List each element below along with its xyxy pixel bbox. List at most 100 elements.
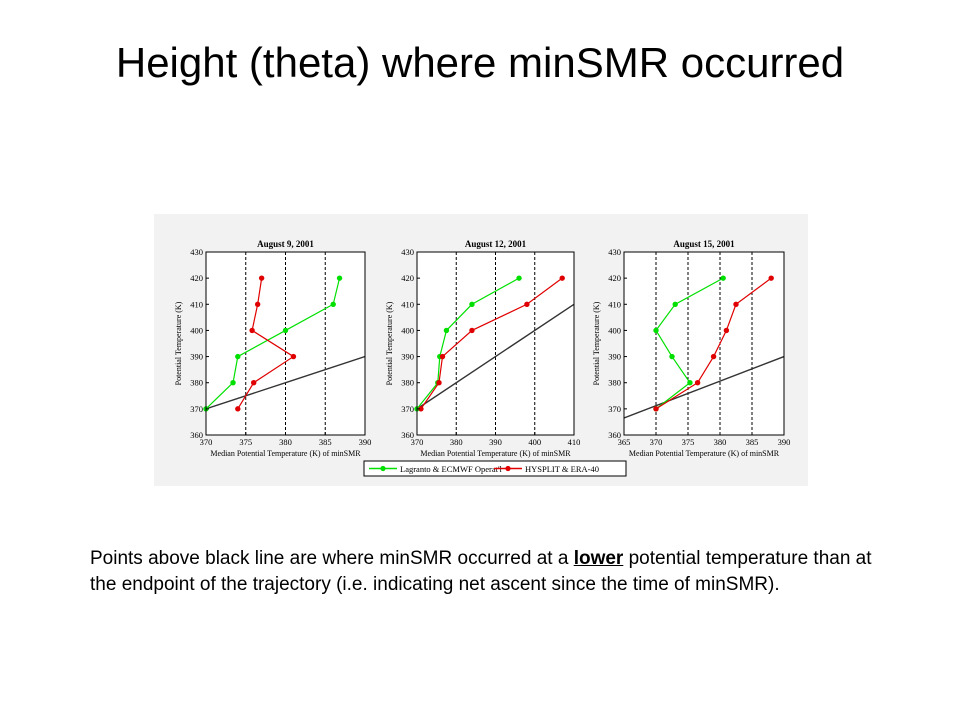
charts-group: 370 375 380 385 390360370380390400410420430A… xyxy=(174,239,790,458)
y-axis-label: Potential Temperature (K) xyxy=(174,301,183,385)
y-tick-label: 430 xyxy=(190,247,203,257)
legend: Lagranto & ECMWF Operat'l HYSPLIT & ERA-… xyxy=(363,460,627,477)
data-point-hysplit xyxy=(251,380,257,386)
y-tick-label: 380 xyxy=(608,378,621,388)
legend-marker-hysplit xyxy=(505,465,511,472)
figure-panel: 370 375 380 385 390360370380390400410420430A… xyxy=(154,214,808,486)
data-point-hysplit xyxy=(290,353,297,360)
caption-text-end: potential temperature than at the endpoi… xyxy=(90,548,872,595)
x-tick-label: 390 xyxy=(489,437,502,447)
data-point-hysplit xyxy=(254,301,261,307)
caption-text-start: Points above black line are where minSMR… xyxy=(90,548,574,569)
y-axis-label: Potential Temperature (K) xyxy=(385,301,394,385)
reference-line xyxy=(206,355,365,410)
legend-marker-lagranto xyxy=(380,465,386,472)
y-tick-label: 360 xyxy=(608,430,621,440)
x-tick-label: 410 xyxy=(568,437,581,447)
y-tick-label: 410 xyxy=(190,299,203,309)
y-tick-label: 420 xyxy=(401,273,414,283)
slide-title: Height (theta) where minSMR occurred xyxy=(115,39,845,86)
data-point-hysplit xyxy=(710,353,717,360)
data-point-lagranto xyxy=(330,301,336,307)
y-axis-label: Potential Temperature (K) xyxy=(592,301,601,385)
data-point-hysplit xyxy=(469,327,475,334)
x-tick-label: 380 xyxy=(714,437,727,447)
x-tick-label: 365 xyxy=(618,437,631,447)
plot-area xyxy=(624,252,784,435)
x-tick-label: 385 xyxy=(319,437,332,447)
chart-1: 370 375 380 385 390360370380390400410420430A… xyxy=(174,239,371,458)
series-line-hysplit xyxy=(420,277,563,410)
y-tick-label: 400 xyxy=(190,325,203,335)
reference-line xyxy=(624,355,784,419)
data-point-hysplit xyxy=(653,406,659,412)
y-tick-label: 390 xyxy=(608,352,621,362)
x-tick-label: 380 xyxy=(450,437,463,447)
caption-emphasis: lower xyxy=(573,548,624,569)
chart-title: August 9, 2001 xyxy=(257,239,314,249)
x-tick-label: 375 xyxy=(239,437,252,447)
data-point-hysplit xyxy=(436,380,442,386)
x-axis-label: Median Potential Temperature (K) of minS… xyxy=(420,449,571,458)
data-point-lagranto xyxy=(720,275,726,281)
data-point-hysplit xyxy=(559,275,565,281)
chart-title: August 12, 2001 xyxy=(465,239,527,249)
data-point-hysplit xyxy=(258,275,265,281)
data-point-lagranto xyxy=(516,275,522,281)
y-tick-label: 430 xyxy=(401,247,414,257)
y-tick-label: 370 xyxy=(401,404,414,414)
data-point-lagranto xyxy=(653,327,659,334)
y-tick-label: 410 xyxy=(401,299,414,309)
x-tick-label: 400 xyxy=(528,437,541,447)
x-tick-label: 390 xyxy=(359,437,372,447)
chart-3: 365 370 375 380 385 390 360 370 380 390 400 410 420 4… xyxy=(592,239,790,458)
data-point-hysplit xyxy=(694,380,701,386)
data-point-lagranto xyxy=(443,327,450,334)
series-line-hysplit xyxy=(655,277,772,410)
data-point-hysplit xyxy=(249,327,255,334)
data-point-lagranto xyxy=(687,380,693,386)
series-line-lagranto xyxy=(417,277,520,410)
y-tick-label: 380 xyxy=(401,378,414,388)
caption: Points above black line are where minSMR… xyxy=(90,546,880,598)
x-axis-label: Median Potential Temperature (K) of minS… xyxy=(629,449,780,458)
data-point-hysplit xyxy=(733,301,739,307)
data-point-hysplit xyxy=(418,406,424,412)
y-tick-label: 370 xyxy=(190,404,203,414)
axes-frame xyxy=(623,251,785,436)
x-tick-label: 370 xyxy=(650,437,663,447)
data-point-hysplit xyxy=(524,301,530,307)
x-tick-label: 390 xyxy=(778,437,791,447)
data-point-hysplit xyxy=(439,353,446,360)
legend-label-hysplit: HYSPLIT & ERA-40 xyxy=(525,464,599,474)
data-point-lagranto xyxy=(282,327,289,334)
y-tick-label: 400 xyxy=(401,325,414,335)
data-point-lagranto xyxy=(669,353,675,360)
series-line-lagranto xyxy=(206,278,341,410)
data-point-hysplit xyxy=(768,275,774,281)
x-axis-label: Median Potential Temperature (K) of minS… xyxy=(210,449,361,458)
series-line-hysplit xyxy=(237,278,295,410)
data-point-lagranto xyxy=(672,301,678,307)
y-tick-label: 380 xyxy=(190,378,203,388)
series-line-lagranto xyxy=(655,277,724,410)
y-tick-label: 370 xyxy=(608,404,621,414)
y-tick-label: 360 xyxy=(401,430,414,440)
x-tick-label: 380 xyxy=(279,437,292,447)
x-tick-label: 370 xyxy=(200,437,213,447)
chart-title: August 15, 2001 xyxy=(673,239,735,249)
legend-label-lagranto: Lagranto & ECMWF Operat'l xyxy=(400,464,502,474)
chart-2: 370 380 390 400 410360370380390400410420430A… xyxy=(385,239,580,458)
y-tick-label: 390 xyxy=(401,352,414,362)
x-tick-label: 375 xyxy=(682,437,695,447)
data-point-lagranto xyxy=(235,353,241,360)
y-tick-label: 410 xyxy=(608,299,621,309)
x-tick-label: 370 xyxy=(411,437,424,447)
data-point-lagranto xyxy=(336,275,343,281)
y-tick-label: 360 xyxy=(190,430,203,440)
y-tick-label: 430 xyxy=(608,247,621,257)
y-tick-label: 390 xyxy=(190,352,203,362)
data-point-hysplit xyxy=(723,327,730,334)
y-tick-label: 420 xyxy=(190,273,203,283)
x-tick-label: 385 xyxy=(746,437,759,447)
